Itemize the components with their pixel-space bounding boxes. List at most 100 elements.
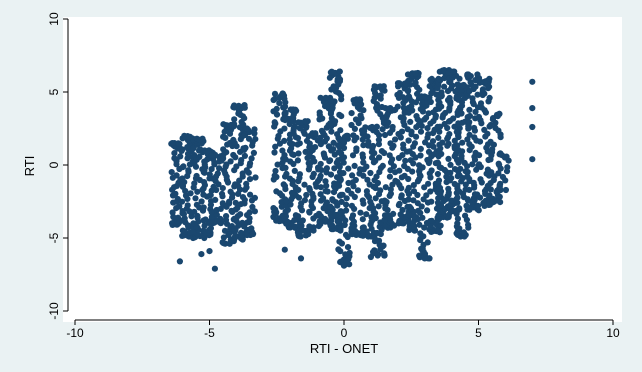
data-point: [405, 184, 412, 191]
data-point: [327, 157, 334, 164]
data-point: [410, 188, 418, 195]
data-point: [317, 160, 324, 168]
data-point: [294, 157, 301, 164]
data-point: [419, 164, 426, 171]
data-point: [241, 152, 248, 159]
data-point: [474, 202, 482, 209]
data-point: [497, 180, 504, 187]
data-point: [428, 75, 435, 82]
data-point: [462, 212, 469, 219]
data-point: [340, 170, 347, 177]
data-point: [469, 95, 476, 102]
data-point: [464, 72, 471, 79]
data-point: [425, 110, 432, 117]
data-point: [406, 203, 413, 210]
data-point: [474, 91, 481, 98]
data-point: [382, 184, 389, 191]
data-point: [335, 157, 342, 164]
data-point: [336, 238, 343, 245]
data-point: [419, 214, 426, 221]
data-point: [405, 175, 412, 183]
data-point: [191, 180, 198, 187]
data-point: [192, 195, 199, 202]
data-point: [359, 216, 366, 223]
x-tick-label: 0: [341, 326, 348, 340]
data-point: [296, 171, 303, 178]
data-point: [429, 138, 437, 145]
data-point: [434, 199, 442, 206]
data-point: [379, 162, 386, 169]
data-point: [421, 224, 428, 231]
data-point: [387, 140, 394, 147]
data-point: [179, 175, 186, 182]
data-point: [371, 150, 378, 157]
data-point: [416, 221, 423, 228]
data-point: [169, 209, 176, 216]
data-point: [417, 128, 425, 135]
data-point: [282, 109, 289, 116]
data-point: [396, 80, 403, 87]
data-point: [185, 167, 192, 174]
data-point: [327, 203, 334, 210]
data-point: [366, 181, 373, 188]
data-point: [245, 135, 253, 142]
data-point: [456, 188, 463, 195]
data-point: [198, 198, 205, 205]
data-point: [410, 197, 417, 204]
data-point: [348, 121, 355, 129]
data-point: [454, 220, 461, 227]
data-point: [282, 164, 289, 171]
data-point: [182, 192, 190, 199]
data-point: [460, 81, 467, 89]
data-point: [295, 150, 302, 157]
data-point: [232, 199, 239, 206]
data-point: [328, 68, 335, 75]
data-point: [477, 176, 484, 183]
data-point: [176, 258, 183, 265]
data-point: [496, 110, 503, 117]
data-point: [220, 146, 227, 153]
data-point: [235, 102, 242, 109]
data-point: [373, 173, 380, 180]
data-point: [283, 198, 290, 205]
data-point: [409, 168, 416, 175]
data-point: [453, 128, 460, 135]
data-point: [328, 128, 335, 135]
data-point: [312, 130, 319, 137]
data-point: [387, 186, 394, 193]
data-point: [381, 131, 389, 139]
data-point: [317, 212, 324, 220]
data-point: [200, 227, 207, 234]
data-point: [436, 123, 444, 130]
data-point: [360, 224, 367, 231]
data-point: [339, 191, 346, 198]
data-point: [370, 205, 377, 212]
data-point: [168, 169, 175, 176]
data-point: [329, 196, 336, 203]
data-point: [386, 173, 393, 180]
data-point: [317, 191, 324, 198]
data-point: [367, 169, 374, 177]
data-point: [371, 234, 378, 241]
data-point: [497, 150, 504, 157]
data-point: [474, 71, 481, 78]
data-point: [407, 157, 414, 164]
data-point: [357, 209, 364, 216]
data-point: [196, 136, 203, 143]
data-point: [295, 213, 302, 220]
data-point: [436, 99, 443, 106]
data-point: [188, 213, 195, 220]
data-point: [430, 143, 437, 150]
data-point: [207, 225, 214, 232]
data-point: [211, 265, 218, 272]
data-point: [231, 139, 238, 147]
data-point: [281, 125, 288, 132]
data-point: [187, 190, 194, 197]
data-point: [171, 155, 178, 162]
data-point: [242, 144, 249, 151]
data-point: [190, 228, 197, 235]
data-point: [320, 150, 327, 157]
data-point: [310, 170, 317, 177]
data-point: [458, 153, 465, 160]
data-point: [316, 109, 323, 116]
